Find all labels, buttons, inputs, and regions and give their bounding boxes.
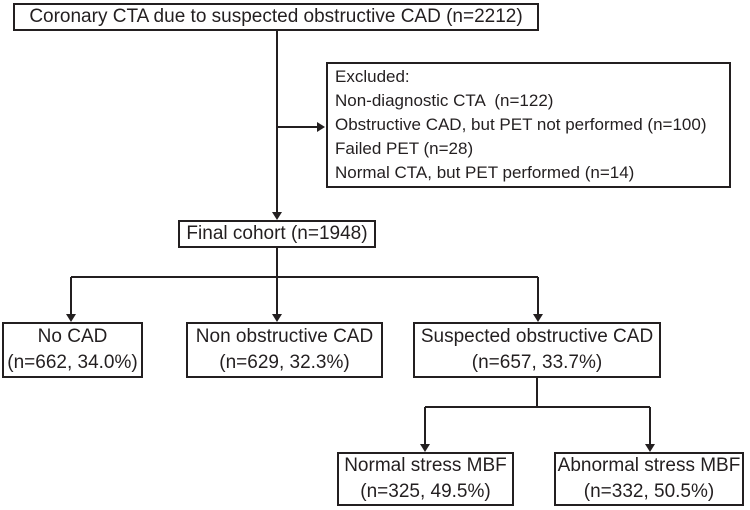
no-cad-label: No CAD: [37, 326, 108, 347]
suspected-obstructive-cad-count: (n=657, 33.7%): [471, 352, 603, 373]
arrowhead-into-normal-mbf: [420, 444, 430, 452]
arrowhead-into-final-cohort: [272, 212, 282, 220]
arrowhead-into-no-cad: [66, 314, 76, 322]
final-cohort-box: Final cohort (n=1948): [178, 220, 376, 248]
screening-box: Coronary CTA due to suspected obstructiv…: [13, 3, 539, 31]
non-obstructive-cad-count: (n=629, 32.3%): [219, 352, 350, 373]
abnormal-stress-mbf-box: Abnormal stress MBF (n=332, 50.5%): [554, 452, 744, 506]
non-obstructive-cad-box: Non obstructive CAD (n=629, 32.3%): [186, 322, 383, 378]
non-obstructive-cad-label: Non obstructive CAD: [195, 326, 374, 347]
arrowhead-into-excluded: [317, 122, 325, 132]
excluded-item: Obstructive CAD, but PET not performed (…: [335, 115, 707, 134]
excluded-item: Non-diagnostic CTA (n=122): [335, 91, 554, 110]
abnormal-stress-mbf-label: Abnormal stress MBF: [557, 455, 741, 476]
excluded-heading: Excluded:: [335, 67, 410, 86]
normal-stress-mbf-box: Normal stress MBF (n=325, 49.5%): [337, 452, 514, 506]
normal-stress-mbf-count: (n=325, 49.5%): [360, 481, 491, 502]
excluded-box: Excluded: Non-diagnostic CTA (n=122) Obs…: [326, 62, 731, 188]
arrowhead-into-abnormal-mbf: [645, 444, 655, 452]
excluded-item: Normal CTA, but PET performed (n=14): [335, 163, 635, 182]
excluded-item: Failed PET (n=28): [335, 139, 474, 158]
normal-stress-mbf-label: Normal stress MBF: [344, 455, 507, 476]
no-cad-count: (n=662, 34.0%): [7, 352, 138, 373]
arrowhead-into-non-obstructive: [272, 314, 282, 322]
suspected-obstructive-cad-label: Suspected obstructive CAD: [420, 326, 654, 347]
suspected-obstructive-cad-box: Suspected obstructive CAD (n=657, 33.7%): [413, 322, 661, 378]
screening-label: Coronary CTA due to suspected obstructiv…: [29, 6, 523, 28]
no-cad-box: No CAD (n=662, 34.0%): [2, 322, 143, 378]
arrowhead-into-suspected: [533, 314, 543, 322]
abnormal-stress-mbf-count: (n=332, 50.5%): [583, 481, 715, 502]
final-cohort-label: Final cohort (n=1948): [186, 223, 368, 245]
